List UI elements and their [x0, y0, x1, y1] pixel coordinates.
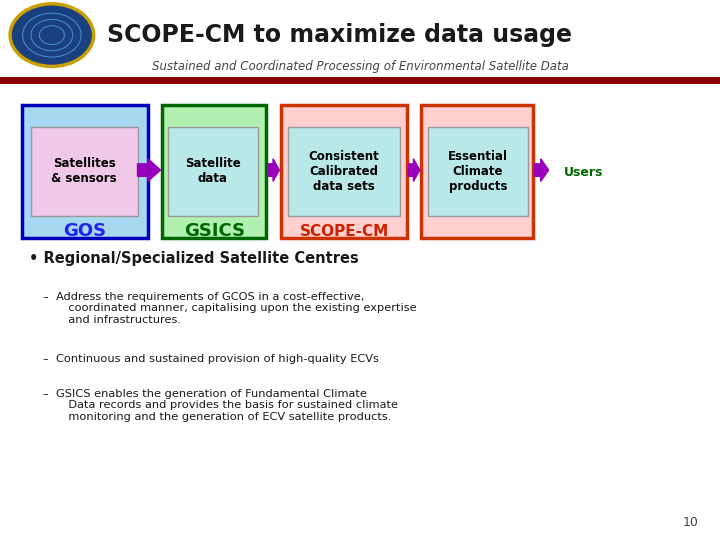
Circle shape [10, 4, 94, 66]
Text: Essential
Climate
products: Essential Climate products [448, 150, 508, 193]
Text: SCOPE-CM to maximize data usage: SCOPE-CM to maximize data usage [107, 23, 572, 47]
Text: Consistent
Calibrated
data sets: Consistent Calibrated data sets [308, 150, 379, 193]
Text: GOS: GOS [63, 222, 107, 240]
FancyArrow shape [138, 159, 161, 181]
Text: –  Continuous and sustained provision of high-quality ECVs: – Continuous and sustained provision of … [43, 354, 379, 364]
Text: Sustained and Coordinated Processing of Environmental Satellite Data: Sustained and Coordinated Processing of … [152, 60, 568, 73]
Bar [168, 127, 258, 216]
Bar [421, 105, 533, 238]
Text: Satellites
& sensors: Satellites & sensors [51, 158, 117, 185]
FancyArrow shape [268, 159, 279, 181]
Text: SCOPE-CM: SCOPE-CM [300, 224, 389, 239]
Bar [31, 127, 138, 216]
Text: • Regional/Specialized Satellite Centres: • Regional/Specialized Satellite Centres [29, 251, 359, 266]
Text: Satellite
data: Satellite data [185, 158, 240, 185]
Bar [22, 105, 148, 238]
Text: 10: 10 [683, 516, 698, 529]
FancyArrow shape [534, 159, 549, 181]
Text: –  Address the requirements of GCOS in a cost-effective,
       coordinated mann: – Address the requirements of GCOS in a … [43, 292, 417, 325]
Bar [428, 127, 528, 216]
FancyArrow shape [408, 159, 420, 181]
Bar [0, 77, 720, 84]
Bar [281, 105, 407, 238]
Text: GSICS: GSICS [184, 222, 245, 240]
Bar [162, 105, 266, 238]
Text: –  GSICS enables the generation of Fundamental Climate
       Data records and p: – GSICS enables the generation of Fundam… [43, 389, 398, 422]
Text: Users: Users [564, 166, 603, 179]
Bar [288, 127, 400, 216]
